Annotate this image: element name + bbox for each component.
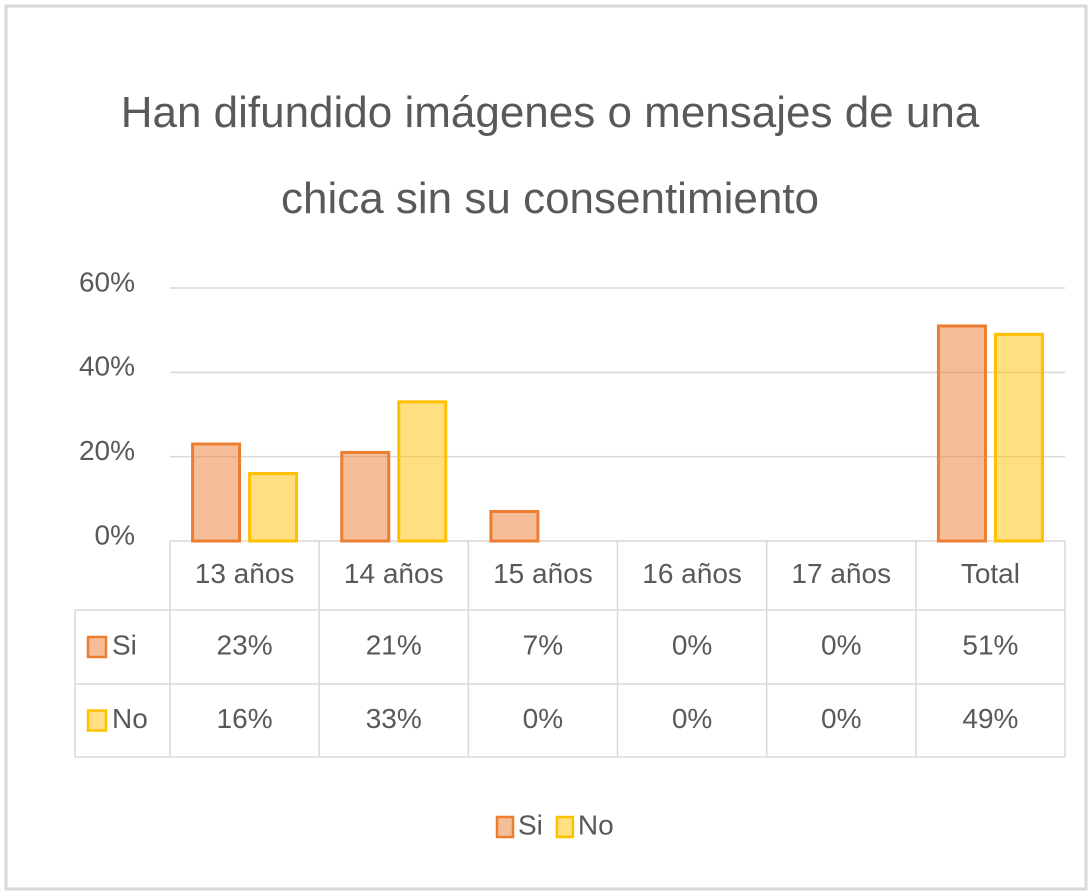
table-legend-key bbox=[86, 709, 108, 732]
y-tick-label: 0% bbox=[95, 519, 135, 550]
table-value: 33% bbox=[366, 703, 422, 734]
y-tick-label: 40% bbox=[79, 351, 135, 382]
table-value: 0% bbox=[672, 703, 712, 734]
table-value: 16% bbox=[217, 703, 273, 734]
legend-label: Si bbox=[518, 809, 543, 840]
bar bbox=[248, 472, 299, 543]
x-tick-label: 15 años bbox=[493, 558, 593, 589]
x-tick-label: 13 años bbox=[195, 558, 295, 589]
table-value: 0% bbox=[821, 629, 861, 660]
table-row-header: Si bbox=[112, 629, 137, 660]
legend-key bbox=[495, 815, 515, 839]
table-value: 23% bbox=[217, 629, 273, 660]
chart-frame bbox=[4, 4, 1088, 891]
table-value: 51% bbox=[962, 629, 1018, 660]
x-tick-label: 16 años bbox=[642, 558, 742, 589]
x-tick-label: 17 años bbox=[791, 558, 891, 589]
table-value: 0% bbox=[672, 629, 712, 660]
table-value: 21% bbox=[366, 629, 422, 660]
table-value: 7% bbox=[523, 629, 563, 660]
table-value: 0% bbox=[821, 703, 861, 734]
bar bbox=[191, 442, 242, 543]
legend-label: No bbox=[578, 809, 614, 840]
table-value: 49% bbox=[962, 703, 1018, 734]
chart-title: Han difundido imágenes o mensajes de una… bbox=[120, 88, 980, 223]
table-value: 0% bbox=[523, 703, 563, 734]
bar bbox=[340, 450, 391, 543]
x-tick-label: Total bbox=[961, 558, 1020, 589]
bar bbox=[936, 324, 987, 543]
x-tick-label: 14 años bbox=[344, 558, 444, 589]
legend-key bbox=[555, 815, 575, 839]
bar bbox=[397, 400, 448, 543]
table-legend-key bbox=[86, 635, 108, 659]
table-row-header: No bbox=[112, 703, 148, 734]
bar bbox=[993, 332, 1044, 543]
y-tick-label: 20% bbox=[79, 435, 135, 466]
bar bbox=[489, 509, 540, 543]
y-tick-label: 60% bbox=[79, 266, 135, 297]
